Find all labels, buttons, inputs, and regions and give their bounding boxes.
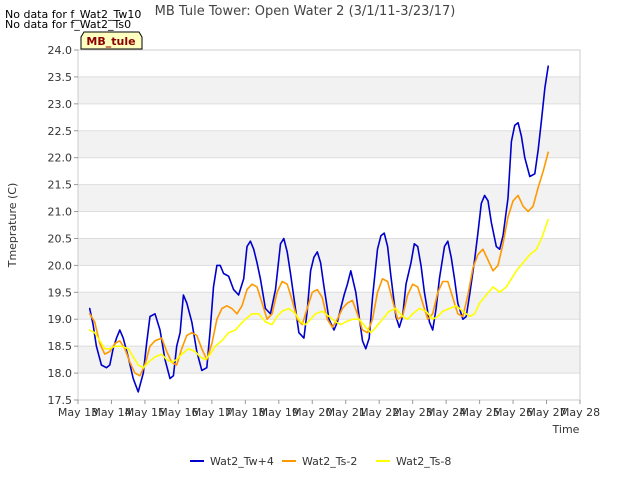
y-tick-label: 23.0 bbox=[48, 98, 73, 111]
grid-band bbox=[78, 130, 580, 158]
legend-label: Wat2_Tw+4 bbox=[210, 455, 274, 468]
x-tick-label: May 27 bbox=[526, 406, 566, 419]
legend: Wat2_Tw+4 Wat2_Ts-2 Wat2_Ts-8 bbox=[190, 455, 451, 468]
y-tick-label: 20.5 bbox=[48, 232, 73, 245]
y-axis: 17.5 18.0 18.5 19.0 19.5 20.0 20.5 21.0 21.5 22.0… bbox=[48, 44, 78, 407]
series-line-2 bbox=[88, 218, 549, 369]
y-tick-label: 21.0 bbox=[48, 206, 73, 219]
y-tick-label: 19.5 bbox=[48, 286, 73, 299]
y-tick-label: 18.0 bbox=[48, 367, 73, 380]
grid-band bbox=[78, 346, 580, 374]
grid-band bbox=[78, 184, 580, 212]
badge-shape bbox=[80, 31, 143, 50]
y-tick-label: 21.5 bbox=[48, 179, 73, 192]
y-tick-label: 17.5 bbox=[48, 394, 73, 407]
x-tick-label: May 14 bbox=[91, 406, 131, 419]
nodata-note-ts0: No data for f_Wat2_Ts0 bbox=[5, 18, 132, 31]
grid-band bbox=[78, 238, 580, 266]
y-tick-label: 22.0 bbox=[48, 152, 73, 165]
series-line-1 bbox=[88, 151, 549, 377]
x-tick-label: May 23 bbox=[393, 406, 433, 419]
badge-label: MB_tule bbox=[86, 35, 135, 48]
y-tick-label: 22.5 bbox=[48, 125, 73, 138]
nodata-note-tw10: No data for f_Wat2_Tw10 bbox=[5, 8, 142, 21]
x-tick-label: May 22 bbox=[359, 406, 399, 419]
plot-frame bbox=[77, 49, 581, 401]
x-tick-label: May 13 bbox=[58, 406, 98, 419]
x-tick-label: May 28 bbox=[560, 406, 600, 419]
x-tick-label: May 21 bbox=[326, 406, 366, 419]
site-badge: MB_tule bbox=[80, 31, 143, 50]
x-tick-label: May 18 bbox=[225, 406, 265, 419]
legend-label: Wat2_Ts-2 bbox=[302, 455, 357, 468]
y-tick-label: 24.0 bbox=[48, 44, 73, 57]
grid-band bbox=[78, 76, 580, 104]
x-tick-label: May 19 bbox=[259, 406, 299, 419]
x-tick-label: May 25 bbox=[459, 406, 499, 419]
x-tick-label: May 20 bbox=[292, 406, 332, 419]
y-tick-label: 23.5 bbox=[48, 71, 73, 84]
x-tick-label: May 26 bbox=[493, 406, 533, 419]
legend-label: Wat2_Ts-8 bbox=[396, 455, 451, 468]
y-axis-title: Tmeprature (C) bbox=[6, 183, 19, 269]
x-axis-title: Time bbox=[552, 423, 580, 436]
y-tick-label: 20.0 bbox=[48, 259, 73, 272]
series-layer bbox=[88, 65, 549, 393]
chart-title: MB Tule Tower: Open Water 2 (3/1/11-3/23… bbox=[155, 4, 456, 19]
y-tick-label: 18.5 bbox=[48, 340, 73, 353]
x-tick-label: May 15 bbox=[125, 406, 165, 419]
x-tick-label: May 16 bbox=[158, 406, 198, 419]
series-line-0 bbox=[88, 65, 549, 393]
x-tick-label: May 24 bbox=[426, 406, 466, 419]
y-tick-label: 19.0 bbox=[48, 313, 73, 326]
x-tick-label: May 17 bbox=[192, 406, 232, 419]
